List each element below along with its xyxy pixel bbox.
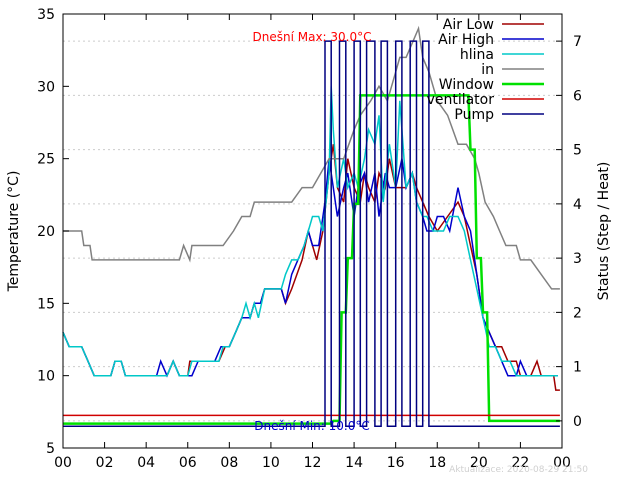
y-tick-right-label: 3 bbox=[573, 251, 582, 267]
legend-label: Air High bbox=[438, 32, 494, 48]
legend-label: Pump bbox=[454, 107, 494, 123]
legend-label: ventilator bbox=[427, 92, 495, 108]
x-tick-label: 04 bbox=[137, 455, 155, 471]
x-tick-label: 22 bbox=[512, 455, 530, 471]
y-tick-left-label: 15 bbox=[37, 296, 55, 312]
y-axis-left-title: Temperature (°C) bbox=[6, 171, 22, 293]
y-tick-left-label: 10 bbox=[37, 369, 55, 385]
y-tick-left-label: 35 bbox=[37, 7, 55, 23]
y-tick-right-label: 7 bbox=[573, 34, 582, 50]
plot-series bbox=[62, 25, 560, 428]
y-tick-right-label: 1 bbox=[573, 360, 582, 376]
y-tick-left-label: 30 bbox=[37, 79, 55, 95]
x-tick-label: 12 bbox=[304, 455, 322, 471]
y-tick-right-label: 2 bbox=[573, 305, 582, 321]
x-tick-label: 06 bbox=[179, 455, 197, 471]
x-tick-label: 00 bbox=[54, 455, 72, 471]
series-hlina-line bbox=[62, 86, 558, 377]
x-tick-label: 14 bbox=[345, 455, 363, 471]
series-pump-line bbox=[63, 40, 560, 428]
max-annotation: Dnešní Max: 30.0°C bbox=[253, 30, 372, 44]
x-axis: 00 02 04 06 08 10 12 14 16 18 20 22 00 bbox=[54, 14, 571, 471]
legend-label: Window bbox=[439, 77, 494, 93]
update-timestamp: Aktualizace: 2020-08-29 21:50 bbox=[449, 465, 588, 475]
x-tick-label: 00 bbox=[553, 455, 571, 471]
y-axis-right-title: Status (Step / Heat) bbox=[596, 162, 612, 301]
y-tick-left-label: 5 bbox=[46, 441, 55, 457]
min-annotation: Dnešní Min: 10.0°C bbox=[254, 419, 369, 433]
legend-label: hlina bbox=[460, 47, 494, 63]
y-tick-right-label: 4 bbox=[573, 197, 582, 213]
y-axis-right: 0 1 2 3 4 5 6 7 bbox=[556, 34, 582, 430]
y-tick-right-label: 0 bbox=[573, 414, 582, 430]
y-tick-right-label: 6 bbox=[573, 88, 582, 104]
y-tick-right-label: 5 bbox=[573, 143, 582, 159]
y-tick-left-label: 20 bbox=[37, 224, 55, 240]
x-tick-label: 20 bbox=[470, 455, 488, 471]
y-axis-left: 5 10 15 20 25 30 35 bbox=[37, 7, 69, 457]
x-tick-label: 08 bbox=[220, 455, 238, 471]
legend-label: Air Low bbox=[443, 17, 494, 33]
series-air-high-line bbox=[62, 158, 558, 378]
x-tick-label: 10 bbox=[262, 455, 280, 471]
legend-label: in bbox=[481, 62, 494, 78]
y-tick-left-label: 25 bbox=[37, 152, 55, 168]
x-tick-label: 18 bbox=[428, 455, 446, 471]
series-in-line bbox=[63, 25, 560, 290]
series-air-low-line bbox=[62, 144, 560, 391]
x-tick-label: 16 bbox=[387, 455, 405, 471]
x-tick-label: 02 bbox=[96, 455, 114, 471]
